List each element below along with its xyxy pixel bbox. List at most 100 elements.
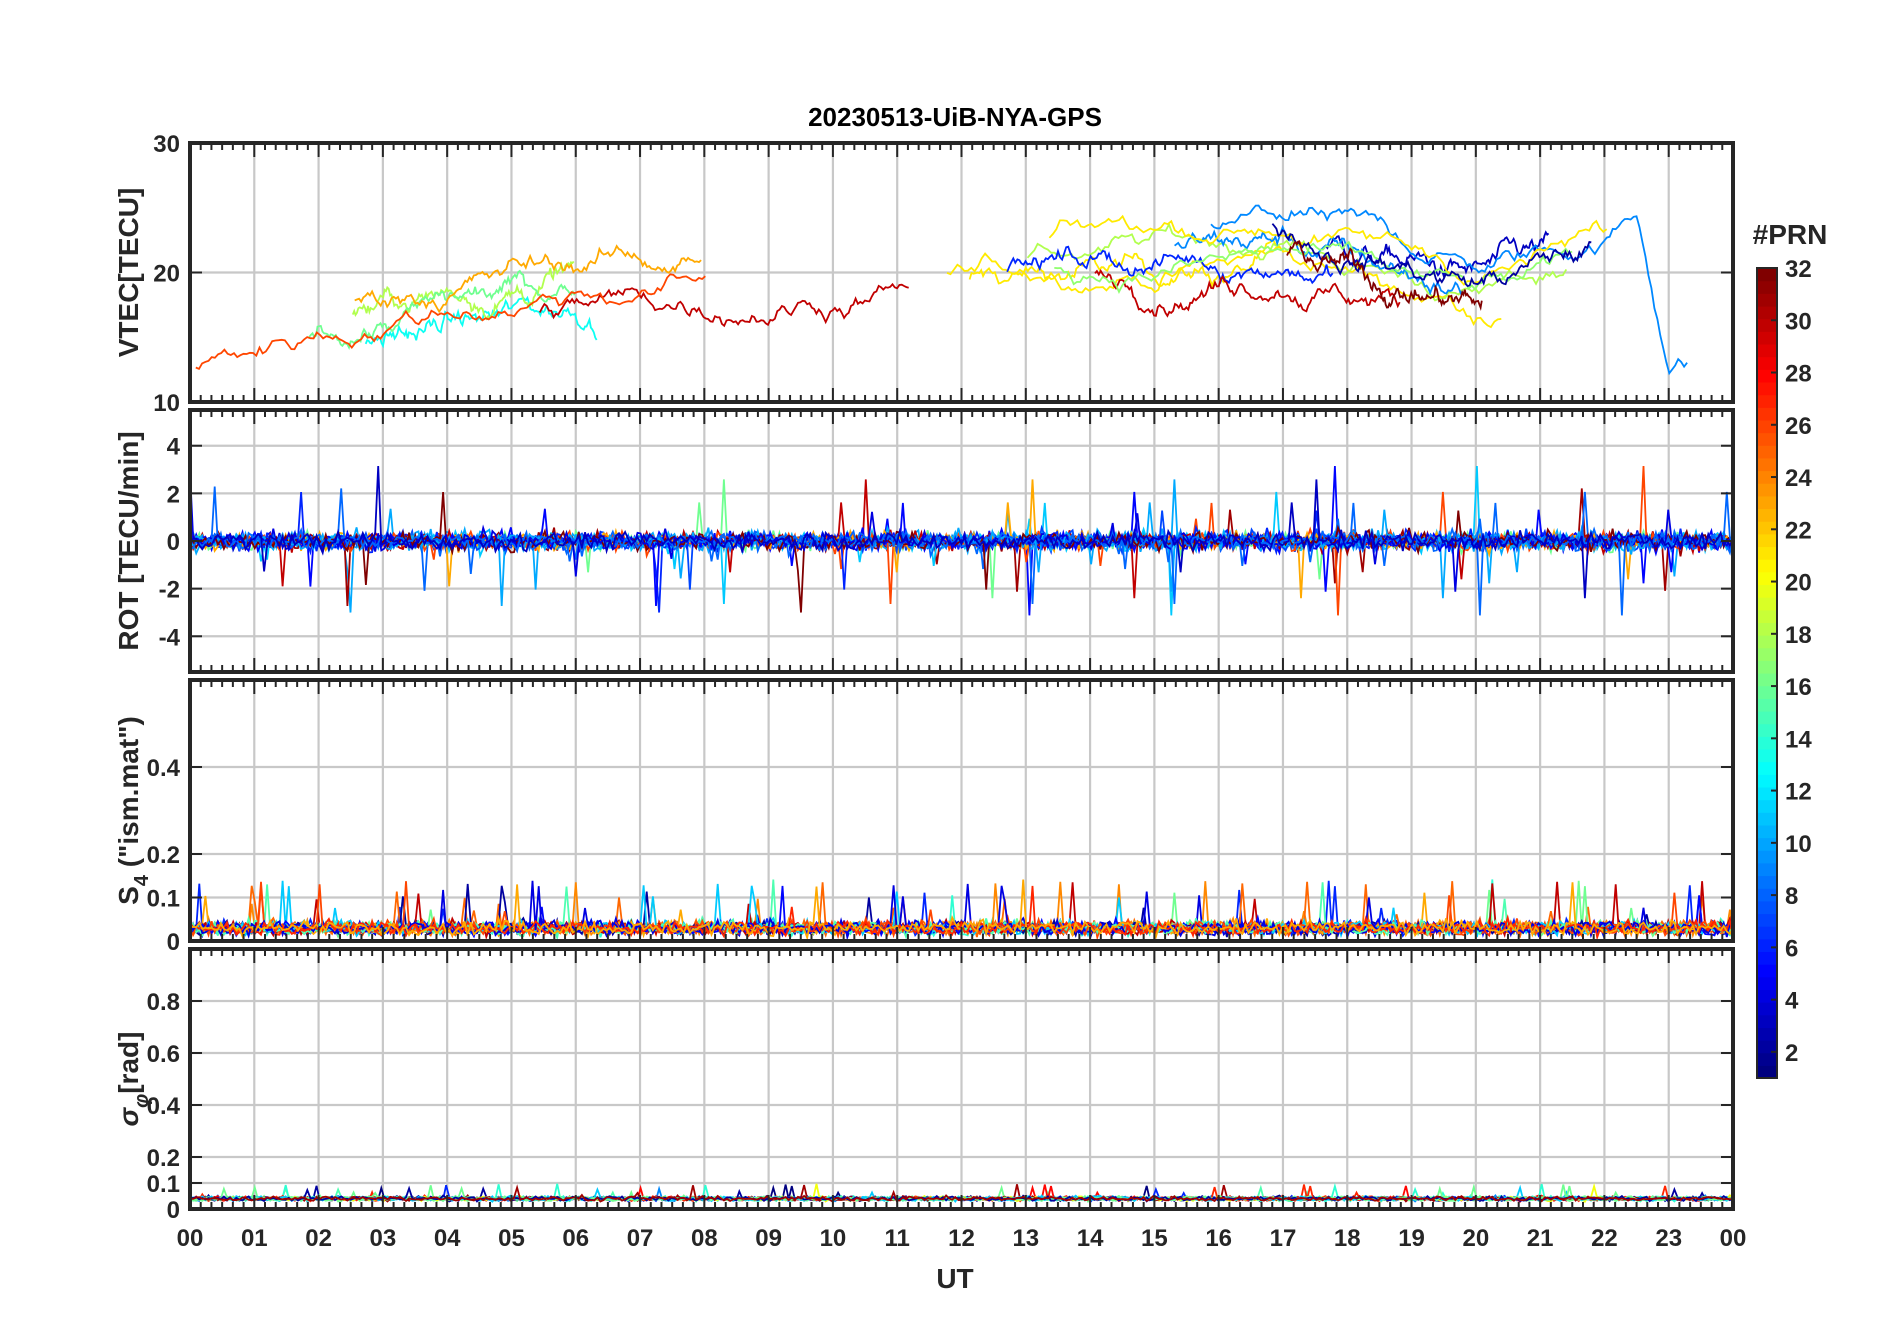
colorbar-segment <box>1757 710 1777 725</box>
y-tick-label: 0.8 <box>147 989 180 1016</box>
y-label-rest: ("ism.mat") <box>113 716 144 875</box>
colorbar-segment <box>1757 622 1777 636</box>
y-axis-label-vtec: VTEC[TECU] <box>113 188 144 358</box>
y-label-sub: φ <box>131 1094 153 1108</box>
colorbar-tick-label: 2 <box>1785 1040 1798 1067</box>
colorbar-segment <box>1757 432 1777 446</box>
grid-s4 <box>190 680 1733 941</box>
colorbar-segment <box>1757 483 1777 497</box>
x-tick-label: 00 <box>177 1225 204 1252</box>
colorbar-segment <box>1757 875 1777 889</box>
colorbar-segment <box>1757 546 1777 560</box>
y-label-main: σ <box>113 1106 144 1126</box>
colorbar-segment <box>1757 559 1777 573</box>
series-line <box>538 282 909 328</box>
y-label-sub: 4 <box>131 874 153 886</box>
grid-sigma_phi <box>190 949 1733 1209</box>
colorbar-segment <box>1757 723 1777 737</box>
colorbar-tick-label: 16 <box>1785 674 1812 701</box>
colorbar-tick-label: 4 <box>1785 988 1799 1015</box>
series-rot <box>190 465 1733 616</box>
colorbar-segment <box>1757 761 1777 775</box>
colorbar-segment <box>1757 900 1777 915</box>
y-axis-label-s4: S4 ("ism.mat") <box>113 716 153 905</box>
y-tick-label: 0.1 <box>147 886 180 913</box>
x-tick-label: 18 <box>1334 1225 1361 1252</box>
colorbar-label: #PRN <box>1753 219 1828 250</box>
y-tick-label: 0 <box>167 529 180 556</box>
y-label-rest: [rad] <box>113 1032 144 1094</box>
series-line <box>1271 223 1592 288</box>
y-tick-label: 0.6 <box>147 1041 180 1068</box>
colorbar-tick-label: 12 <box>1785 779 1812 806</box>
colorbar-segment <box>1757 508 1777 522</box>
series-line <box>1094 268 1401 318</box>
y-tick-label: 0.4 <box>147 1093 181 1120</box>
colorbar-segment <box>1757 495 1777 510</box>
x-tick-label: 12 <box>948 1225 975 1252</box>
x-tick-label: 05 <box>498 1225 525 1252</box>
colorbar-tick-label: 6 <box>1785 935 1798 962</box>
colorbar-segment <box>1757 786 1777 801</box>
colorbar-segment <box>1757 597 1777 611</box>
x-tick-label: 09 <box>755 1225 782 1252</box>
y-tick-label: 4 <box>167 434 181 461</box>
y-tick-label: 0 <box>167 1197 180 1224</box>
colorbar-segment <box>1757 698 1777 712</box>
colorbar-segment <box>1757 850 1777 864</box>
y-tick-label: 2 <box>167 481 180 508</box>
series-line <box>1324 230 1550 279</box>
colorbar-segment <box>1757 1027 1777 1041</box>
colorbar-segment <box>1757 951 1777 965</box>
colorbar-segment <box>1757 407 1777 421</box>
panel-s4: 00.10.20.4S4 ("ism.mat") <box>113 678 1735 956</box>
colorbar-segment <box>1757 305 1777 320</box>
x-tick-label: 22 <box>1591 1225 1618 1252</box>
colorbar-segment <box>1757 1014 1777 1028</box>
series-line <box>354 244 702 314</box>
y-axis-label-sigma_phi: σφ[rad] <box>113 1032 153 1127</box>
series-line <box>1048 214 1608 286</box>
series-line <box>195 273 706 371</box>
colorbar-segment <box>1757 280 1777 294</box>
x-tick-label: 19 <box>1398 1225 1425 1252</box>
x-tick-label: 08 <box>691 1225 718 1252</box>
colorbar-segment <box>1757 938 1777 953</box>
colorbar-tick-label: 20 <box>1785 570 1812 597</box>
x-tick-label: 11 <box>885 1225 910 1252</box>
colorbar-segment <box>1757 533 1777 548</box>
colorbar-segment <box>1757 635 1777 649</box>
colorbar-frame <box>1756 267 1778 1079</box>
colorbar-segment <box>1757 1002 1777 1016</box>
series-line <box>1006 245 1334 285</box>
x-axis-label: UT <box>936 1263 973 1294</box>
colorbar-segment <box>1757 419 1777 434</box>
panel-sigma_phi: 00.10.2 0.4 0.6 0.8 σφ[rad] <box>113 947 1735 1224</box>
x-tick-label: 03 <box>370 1225 397 1252</box>
y-tick-label: 0.1 <box>147 1171 180 1198</box>
y-tick-label: 0.2 <box>147 842 180 869</box>
colorbar-segment <box>1757 748 1777 763</box>
y-tick-label: -4 <box>159 624 181 651</box>
colorbar-segment <box>1757 660 1777 674</box>
colorbar-segment <box>1757 989 1777 1003</box>
y-tick-label: 20 <box>153 261 180 288</box>
x-tick-label: 14 <box>1077 1225 1104 1252</box>
colorbar-segment <box>1757 394 1777 408</box>
colorbar-segment <box>1757 457 1777 472</box>
colorbar-segment <box>1757 799 1777 813</box>
series-line <box>1286 240 1483 312</box>
panel-vtec: 10 20 30 VTEC[TECU] <box>113 131 1735 417</box>
colorbar-segment <box>1757 445 1777 459</box>
x-tick-label: 13 <box>1012 1225 1039 1252</box>
colorbar-tick-label: 30 <box>1785 308 1812 335</box>
colorbar-segment <box>1757 673 1777 687</box>
colorbar-segment <box>1757 812 1777 826</box>
colorbar-segment <box>1757 976 1777 991</box>
y-axis-label-rot: ROT [TECU/min] <box>113 431 144 650</box>
y-tick-label: -2 <box>159 577 180 604</box>
x-tick-label: 02 <box>305 1225 332 1252</box>
x-ticks-s4 <box>199 680 1724 941</box>
y-tick-label: 0.2 <box>147 1145 180 1172</box>
